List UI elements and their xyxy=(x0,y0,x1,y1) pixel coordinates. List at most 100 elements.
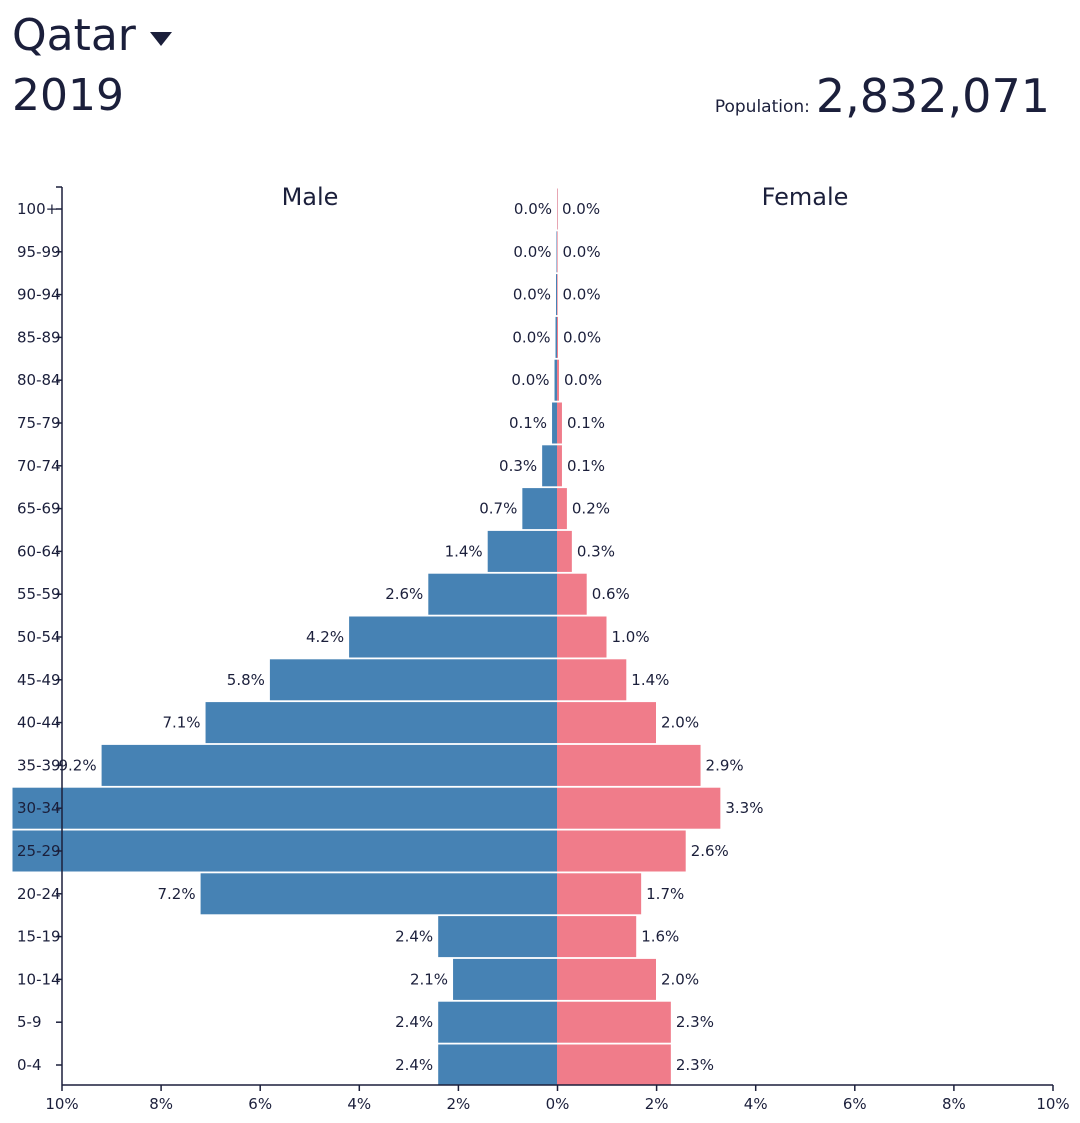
male-bar xyxy=(556,274,557,316)
male-value-label: 0.1% xyxy=(509,414,547,432)
female-bar xyxy=(557,830,686,872)
age-group-label: 85-89 xyxy=(17,328,61,346)
age-group-label: 45-49 xyxy=(17,671,61,689)
female-bar xyxy=(557,744,701,786)
male-bar xyxy=(269,659,557,701)
age-group-label: 55-59 xyxy=(17,585,61,603)
age-group-label: 30-34 xyxy=(17,799,61,817)
female-value-label: 2.6% xyxy=(691,842,729,860)
female-bar xyxy=(557,316,558,358)
male-value-label: 5.8% xyxy=(227,671,265,689)
age-group-label: 50-54 xyxy=(17,628,61,646)
age-group-label: 40-44 xyxy=(17,714,61,732)
female-value-label: 1.4% xyxy=(631,671,669,689)
male-value-label: 4.2% xyxy=(306,628,344,646)
female-value-label: 0.0% xyxy=(562,243,600,261)
female-bar xyxy=(557,359,559,401)
male-value-label: 2.1% xyxy=(410,970,448,988)
male-value-label: 2.4% xyxy=(395,1056,433,1074)
female-value-label: 2.0% xyxy=(661,714,699,732)
male-bar xyxy=(556,231,558,273)
male-value-label: 7.1% xyxy=(162,714,200,732)
female-value-label: 3.3% xyxy=(725,799,763,817)
male-value-label: 2.4% xyxy=(395,1013,433,1031)
female-value-label: 0.1% xyxy=(567,414,605,432)
female-bar xyxy=(557,188,558,230)
male-bar xyxy=(555,316,557,358)
x-axis-tick-label: 4% xyxy=(744,1095,768,1113)
x-axis-tick-label: 10% xyxy=(1036,1095,1069,1113)
female-value-label: 0.0% xyxy=(562,286,600,304)
male-value-label: 2.4% xyxy=(395,928,433,946)
male-bar xyxy=(12,830,557,872)
male-bar xyxy=(438,916,557,958)
population-summary: Population: 2,832,071 xyxy=(715,68,1050,124)
male-bar xyxy=(522,488,557,530)
female-series-title: Female xyxy=(762,183,849,211)
age-group-label: 20-24 xyxy=(17,885,61,903)
age-group-label: 0-4 xyxy=(17,1056,42,1074)
caret-down-icon[interactable] xyxy=(149,32,172,46)
female-bar xyxy=(557,659,627,701)
female-value-label: 1.6% xyxy=(641,928,679,946)
female-bar xyxy=(557,445,562,487)
age-group-label: 35-39 xyxy=(17,756,61,774)
male-value-label: 7.2% xyxy=(157,885,195,903)
female-bar xyxy=(557,1001,671,1043)
male-bar xyxy=(428,573,557,615)
female-bar xyxy=(557,916,637,958)
female-bar xyxy=(557,573,587,615)
male-value-label: 0.3% xyxy=(499,457,537,475)
x-axis-tick-label: 4% xyxy=(347,1095,371,1113)
x-axis-tick-label: 2% xyxy=(447,1095,471,1113)
female-value-label: 2.3% xyxy=(676,1056,714,1074)
female-value-label: 2.9% xyxy=(706,756,744,774)
female-bar xyxy=(557,787,721,829)
male-bar xyxy=(12,787,557,829)
female-value-label: 2.0% xyxy=(661,970,699,988)
female-value-label: 0.1% xyxy=(567,457,605,475)
male-value-label: 0.0% xyxy=(513,243,551,261)
male-value-label: 0.0% xyxy=(511,371,549,389)
x-axis-tick-label: 6% xyxy=(248,1095,272,1113)
male-value-label: 0.0% xyxy=(513,286,551,304)
x-axis-tick-label: 6% xyxy=(843,1095,867,1113)
female-bar xyxy=(557,1044,671,1086)
male-bar xyxy=(487,530,557,572)
female-value-label: 0.0% xyxy=(564,371,602,389)
female-bar xyxy=(557,274,558,316)
age-group-label: 90-94 xyxy=(17,286,61,304)
x-axis-tick-label: 10% xyxy=(45,1095,78,1113)
age-group-label: 65-69 xyxy=(17,500,61,518)
age-group-label: 95-99 xyxy=(17,243,61,261)
female-bar xyxy=(557,530,572,572)
age-group-label: 10-14 xyxy=(17,970,61,988)
male-bar xyxy=(349,616,557,658)
male-value-label: 0.7% xyxy=(479,500,517,518)
x-axis-tick-label: 8% xyxy=(149,1095,173,1113)
age-group-label: 75-79 xyxy=(17,414,61,432)
age-group-label: 100+ xyxy=(17,200,58,218)
x-axis-tick-label: 2% xyxy=(645,1095,669,1113)
female-value-label: 0.0% xyxy=(562,200,600,218)
male-bar xyxy=(542,445,557,487)
male-bar xyxy=(205,702,558,744)
male-bar xyxy=(552,402,557,444)
male-bar xyxy=(200,873,557,915)
male-bar xyxy=(554,359,557,401)
female-value-label: 1.0% xyxy=(612,628,650,646)
age-group-label: 25-29 xyxy=(17,842,61,860)
age-group-label: 15-19 xyxy=(17,928,61,946)
male-value-label: 1.4% xyxy=(445,542,483,560)
female-value-label: 0.2% xyxy=(572,500,610,518)
female-bar xyxy=(557,616,607,658)
female-bar xyxy=(557,702,656,744)
female-bar xyxy=(557,488,567,530)
x-axis-tick-label: 0% xyxy=(546,1095,570,1113)
female-value-label: 1.7% xyxy=(646,885,684,903)
female-bar xyxy=(557,402,562,444)
population-label: Population: xyxy=(714,97,810,117)
country-selector[interactable]: Qatar xyxy=(12,8,172,64)
population-value: 2,832,071 xyxy=(815,69,1050,123)
